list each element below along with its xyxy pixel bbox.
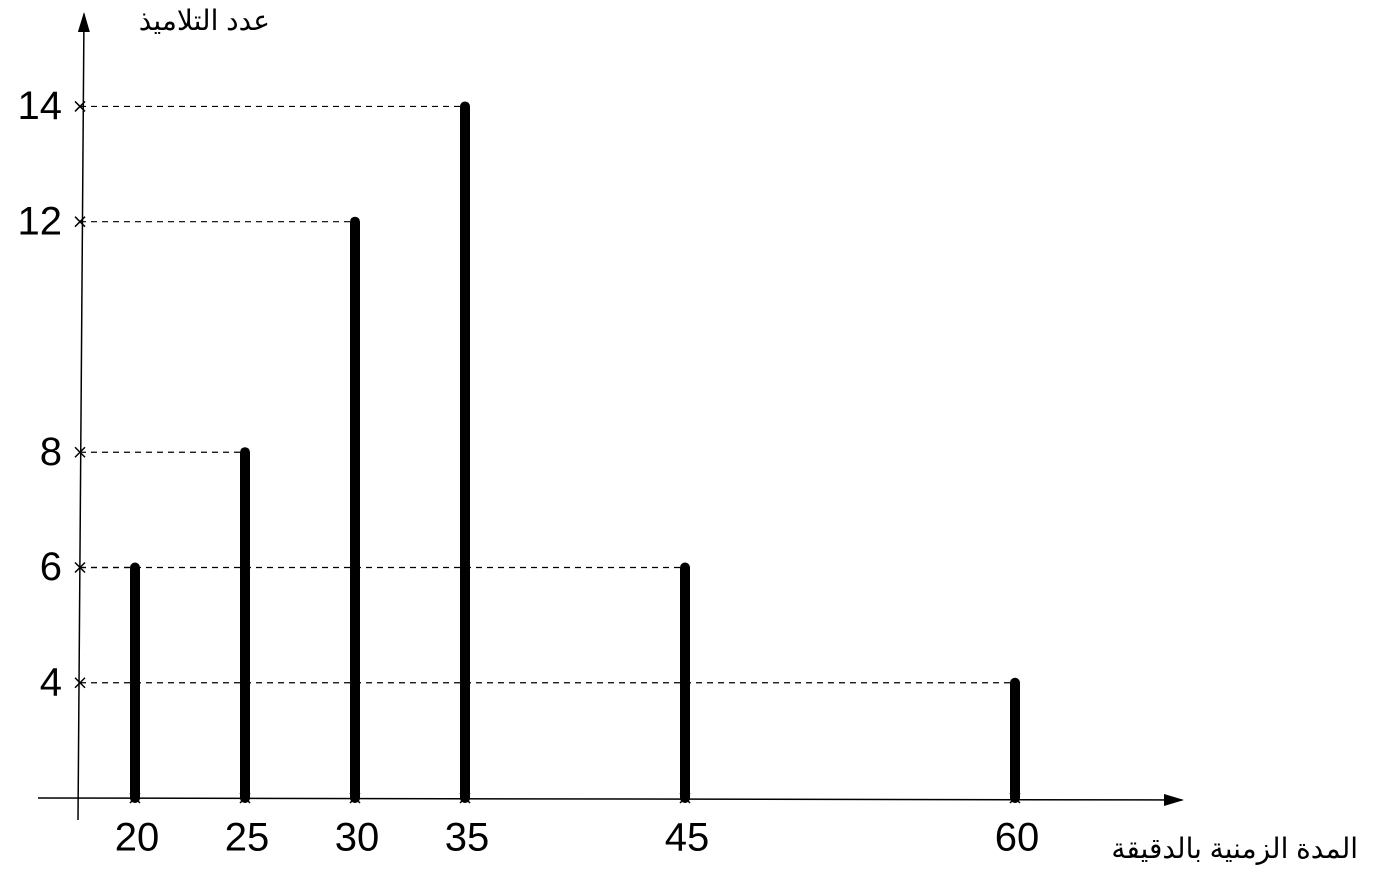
y-axis-title: عدد التلاميذ	[139, 5, 270, 36]
x-tick-label: 20	[115, 816, 160, 860]
y-axis	[77, 12, 90, 821]
x-tick-label: 30	[335, 816, 380, 860]
y-tick-label: 4	[40, 660, 62, 704]
x-axis	[37, 793, 1184, 806]
x-tick-label: 25	[225, 816, 270, 860]
x-axis-title: المدة الزمنية بالدقيقة	[1111, 833, 1358, 865]
y-tick-label: 8	[40, 430, 62, 474]
x-tick-label: 35	[445, 816, 490, 860]
y-tick-label: 14	[18, 84, 63, 128]
y-tick-label: 6	[40, 545, 62, 589]
y-tick-label: 12	[18, 199, 63, 243]
x-tick-label: 60	[995, 816, 1040, 860]
x-tick-label: 45	[665, 816, 710, 860]
